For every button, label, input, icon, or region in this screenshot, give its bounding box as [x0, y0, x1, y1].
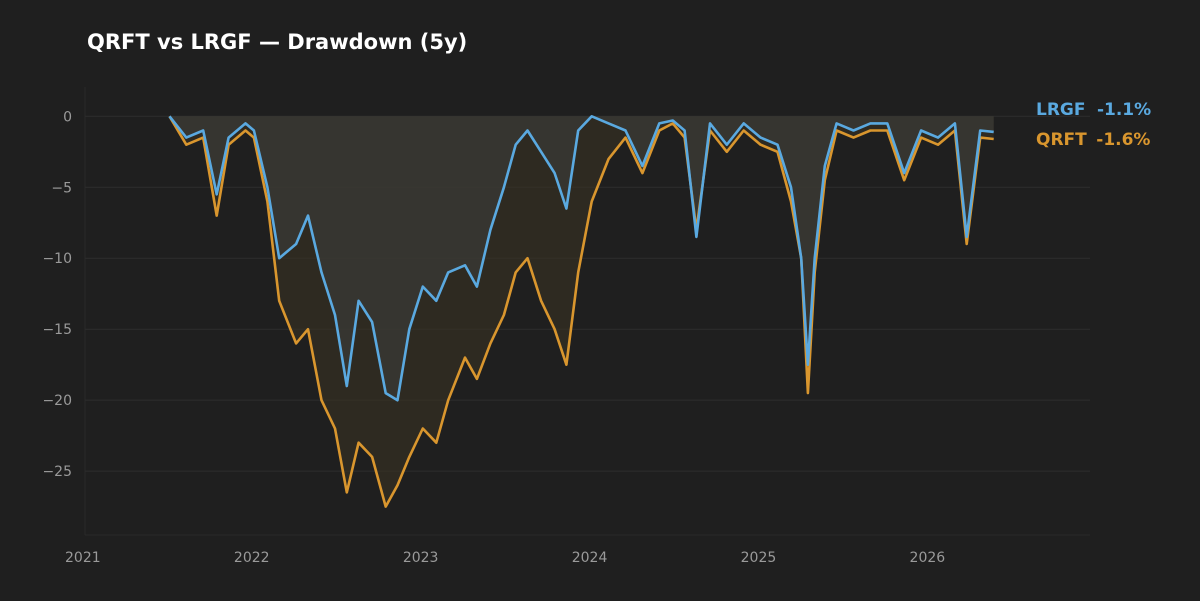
- y-tick-label: −20: [42, 393, 72, 409]
- y-axis-ticks: 0 −5 −10 −15 −20 −25: [42, 109, 72, 480]
- legend-qrft: QRFT -1.6%: [1036, 130, 1150, 150]
- drawdown-areas: [169, 116, 994, 507]
- x-tick-label: 2023: [403, 550, 439, 566]
- legend-lrgf: LRGF -1.1%: [1036, 100, 1151, 120]
- series-lines: [168, 115, 994, 508]
- y-tick-label: −15: [42, 322, 72, 338]
- chart-title: QRFT vs LRGF — Drawdown (5y): [87, 30, 468, 54]
- legend-qrft-name: QRFT: [1036, 130, 1087, 150]
- x-axis-ticks: 2021 2022 2023 2024 2025 2026: [65, 550, 945, 566]
- line-lrgf: [168, 115, 994, 402]
- x-tick-label: 2021: [65, 550, 101, 566]
- line-qrft: [168, 115, 994, 508]
- area-lrgf: [169, 116, 994, 401]
- legend-lrgf-name: LRGF: [1036, 100, 1085, 120]
- y-tick-label: 0: [63, 109, 72, 125]
- x-tick-label: 2022: [234, 550, 270, 566]
- legend: LRGF -1.1% QRFT -1.6%: [1036, 100, 1151, 150]
- x-tick-label: 2025: [741, 550, 777, 566]
- legend-qrft-value: -1.6%: [1096, 130, 1150, 150]
- x-tick-label: 2024: [572, 550, 608, 566]
- y-tick-label: −5: [51, 180, 72, 196]
- y-tick-label: −25: [42, 464, 72, 480]
- legend-lrgf-value: -1.1%: [1097, 100, 1151, 120]
- x-tick-label: 2026: [910, 550, 946, 566]
- y-tick-label: −10: [42, 251, 72, 267]
